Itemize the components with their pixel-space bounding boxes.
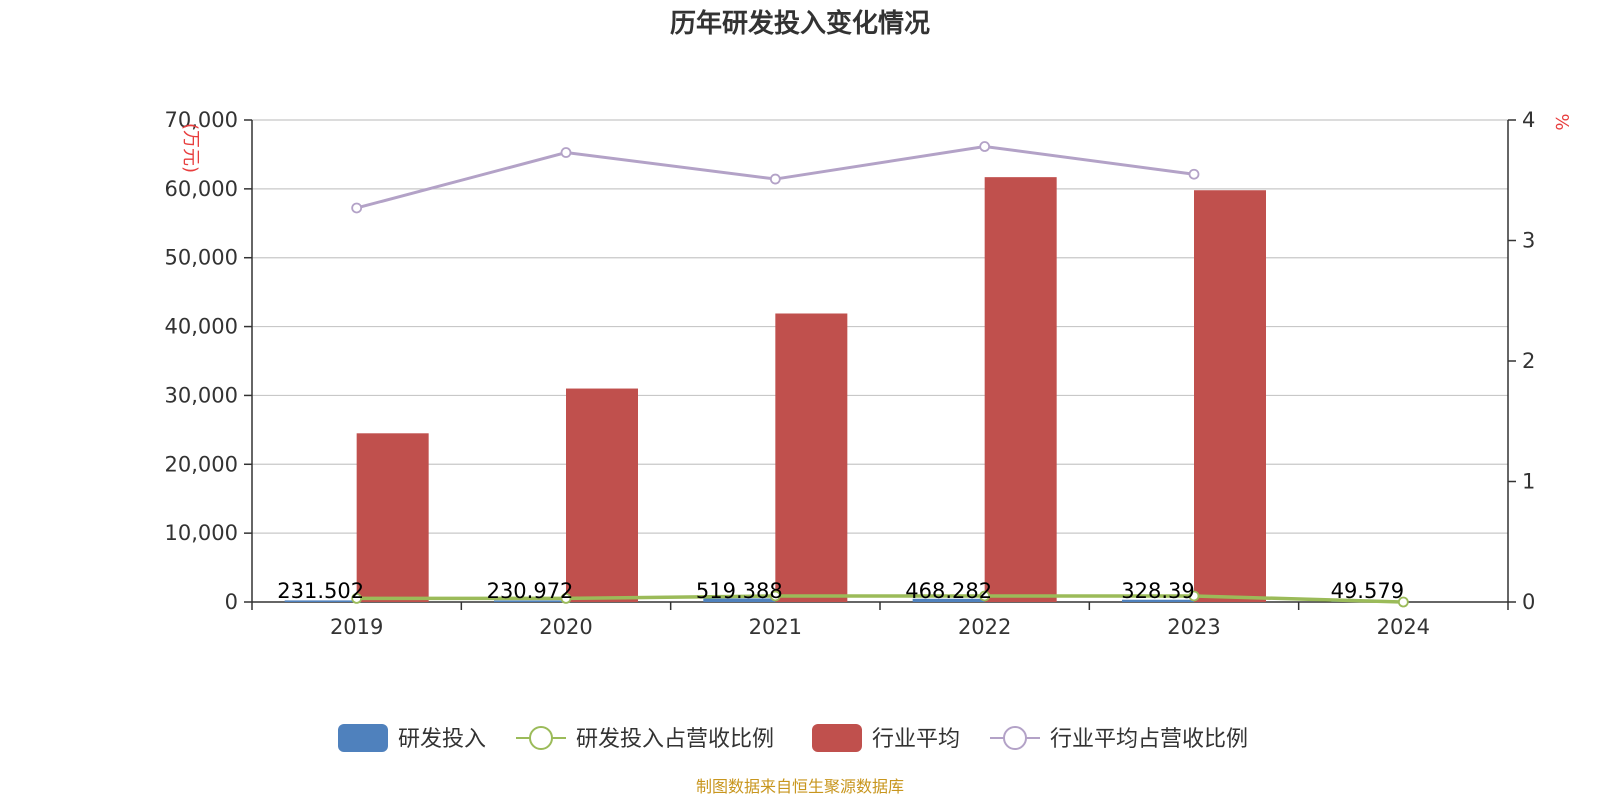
line-point (560, 592, 572, 604)
left-axis-tick-label: 70,000 (165, 108, 238, 132)
bar-rd-2019 (284, 600, 357, 602)
x-axis-tick-label: 2021 (749, 615, 802, 639)
line-point (1188, 590, 1200, 602)
right-axis-tick-label: 3 (1522, 229, 1535, 253)
data-label: 231.502 (277, 579, 364, 603)
bar-rd-2022 (912, 598, 985, 602)
line-point (769, 590, 781, 602)
grid-lines (252, 119, 1508, 534)
x-axis-tick-label: 2022 (958, 615, 1011, 639)
data-label: 230.972 (487, 579, 574, 603)
x-axis-tick-label: 2023 (1167, 615, 1220, 639)
bar-industry-2020 (566, 388, 638, 602)
line-point (979, 141, 991, 152)
legend-label: 研发投入占营收比例 (576, 727, 774, 752)
line-point (979, 590, 991, 602)
line-point (1397, 596, 1409, 608)
bar-rd-2021 (703, 598, 776, 602)
bar-rd-2023 (1122, 599, 1194, 602)
line-point (769, 173, 781, 185)
right-axis-tick-label: 0 (1522, 590, 1535, 614)
data-label: 468.282 (905, 579, 992, 603)
right-axis-tick-label: 2 (1522, 349, 1535, 373)
legend-swatch (812, 724, 862, 752)
data-label: 328.39 (1121, 579, 1194, 603)
left-axis-tick-label: 60,000 (165, 177, 238, 201)
lines (351, 141, 1409, 608)
left-axis-tick-label: 30,000 (165, 383, 238, 407)
legend-label: 行业平均占营收比例 (1050, 727, 1248, 752)
bar-rd-2020 (494, 600, 566, 602)
left-axis-tick-label: 20,000 (165, 452, 238, 476)
legend-label: 行业平均 (872, 727, 960, 752)
line-point (351, 592, 363, 604)
bar-industry-2019 (356, 433, 429, 602)
chart-title: 历年研发投入变化情况 (670, 8, 930, 39)
left-axis-tick-label: 0 (225, 590, 238, 614)
bar-industry-2023 (1194, 190, 1266, 602)
x-axis-tick-label: 2020 (539, 615, 592, 639)
line-point (351, 202, 363, 214)
source-note: 制图数据来自恒生聚源数据库 (696, 777, 904, 796)
right-axis-tick-label: 4 (1522, 108, 1535, 132)
data-label: 519.388 (696, 579, 783, 603)
line-rd-ratio (356, 594, 1404, 604)
x-axis-tick-label: 2024 (1377, 615, 1430, 639)
left-axis-unit-label: (万元) (180, 123, 201, 173)
left-axis-tick-label: 10,000 (165, 521, 238, 545)
bar-industry-2021 (775, 313, 848, 602)
data-labels: 231.502 230.972 519.388 468.282 328.39 49.579 (277, 579, 1404, 603)
left-axis-tick-label: 40,000 (165, 315, 238, 339)
bar-industry-2022 (984, 177, 1057, 602)
right-axis-tick-label: 1 (1522, 470, 1535, 494)
data-label: 49.579 (1331, 579, 1404, 603)
left-axis-tick-label: 50,000 (165, 246, 238, 270)
bars (284, 177, 1404, 602)
line-point (1188, 168, 1200, 180)
legend-label: 研发投入 (398, 727, 486, 752)
legend-swatch-marker (529, 726, 553, 750)
right-axis-unit-label: % (1551, 113, 1572, 130)
axes: 0 10,000 20,000 30,000 40,000 50,000 60,000 70,… (165, 108, 1536, 639)
legend-swatch-marker (1003, 726, 1027, 750)
line-point (560, 147, 572, 158)
legend: 研发投入 研发投入占营收比例 行业平均 行业平均占营收比例 (338, 724, 1248, 752)
legend-swatch (338, 724, 388, 752)
x-axis-tick-label: 2019 (330, 615, 383, 639)
